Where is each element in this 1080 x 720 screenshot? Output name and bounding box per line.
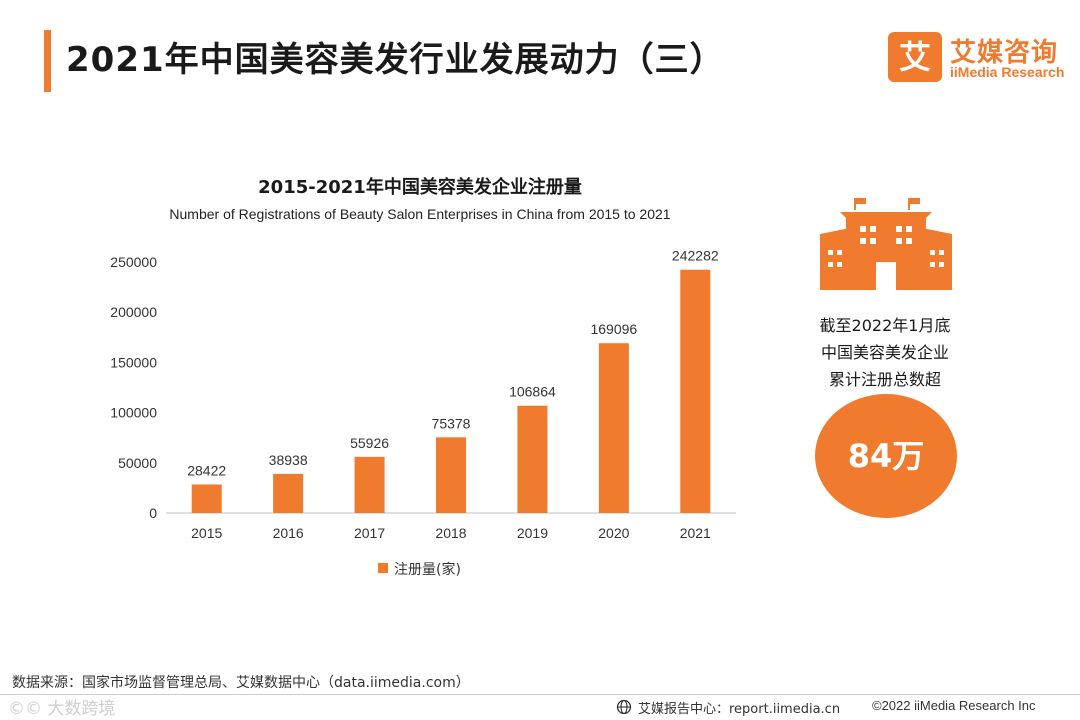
data-label: 28422 — [187, 462, 226, 478]
bar — [680, 269, 711, 513]
y-tick-label: 0 — [149, 505, 157, 521]
brand-name-en: iiMedia Research — [950, 64, 1065, 80]
footer-divider — [0, 694, 1080, 695]
page-title: 2021年中国美容美发行业发展动力（三） — [66, 40, 725, 80]
data-label: 38938 — [269, 452, 308, 468]
data-label: 75378 — [432, 415, 471, 431]
legend-swatch — [378, 563, 388, 573]
report-center-text: 艾媒报告中心：report.iimedia.cn — [638, 702, 841, 717]
y-tick-label: 250000 — [110, 254, 157, 270]
side-caption-line: 累计注册总数超 — [828, 370, 941, 389]
brand-mark-icon: 艾 — [888, 32, 942, 82]
bar — [191, 484, 222, 513]
data-label: 106864 — [509, 384, 556, 400]
data-label: 242282 — [672, 248, 719, 264]
highlight-value: 84万 — [847, 437, 925, 475]
bar — [436, 437, 466, 513]
bar — [354, 456, 385, 513]
y-tick-label: 200000 — [110, 304, 157, 320]
bar — [598, 343, 629, 513]
source-note: 数据来源：国家市场监督管理总局、艾媒数据中心（data.iimedia.com） — [12, 675, 470, 691]
highlight-circle — [815, 394, 957, 518]
x-tick-label: 2015 — [191, 525, 222, 541]
y-tick-label: 150000 — [110, 354, 157, 370]
brand-name-cn: 艾媒咨询 — [950, 38, 1059, 68]
x-tick-label: 2020 — [598, 525, 629, 541]
data-label: 55926 — [350, 435, 389, 451]
copyright-text: ©2022 iiMedia Research Inc — [872, 698, 1036, 713]
watermark-text: ©© 大数跨境 — [8, 699, 116, 719]
legend-label: 注册量(家) — [394, 561, 461, 578]
bar — [517, 405, 548, 513]
y-tick-label: 50000 — [118, 455, 157, 471]
brand-logo: 艾 艾媒咨询 iiMedia Research — [888, 32, 1068, 84]
x-tick-label: 2016 — [273, 525, 304, 541]
x-tick-label: 2018 — [435, 525, 466, 541]
side-caption: 截至2022年1月底 中国美容美发企业 累计注册总数超 — [790, 312, 980, 393]
x-tick-label: 2019 — [517, 525, 548, 541]
title-accent-bar — [44, 30, 51, 92]
y-tick-label: 100000 — [110, 405, 157, 421]
globe-icon — [616, 699, 632, 715]
side-caption-line: 中国美容美发企业 — [820, 343, 949, 362]
data-label: 169096 — [590, 321, 637, 337]
building-icon — [820, 198, 952, 290]
x-tick-label: 2021 — [680, 525, 711, 541]
side-caption-line: 截至2022年1月底 — [819, 316, 951, 335]
chart-subtitle: Number of Registrations of Beauty Salon … — [169, 206, 671, 222]
chart-title: 2015-2021年中国美容美发企业注册量 — [258, 177, 582, 198]
x-tick-label: 2017 — [354, 525, 385, 541]
bar — [273, 473, 304, 513]
